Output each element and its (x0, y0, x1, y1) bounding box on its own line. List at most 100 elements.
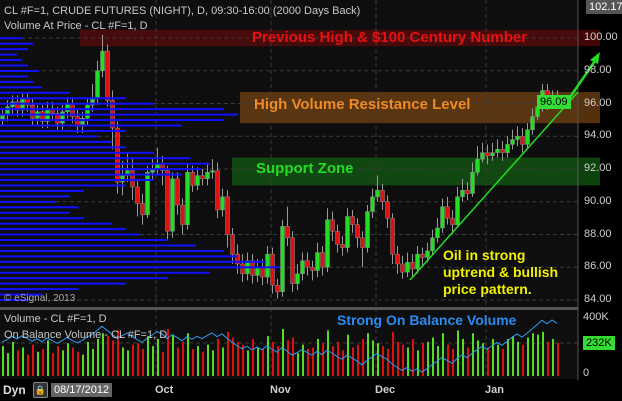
volume-profile-bar (0, 102, 154, 105)
volume-bar-down (557, 342, 559, 376)
volume-profile-bar (0, 86, 42, 89)
month-tick-label: Dec (375, 384, 396, 396)
candle-down (450, 217, 455, 225)
volume-bar-down (52, 353, 54, 376)
copyright-label: © eSignal, 2013 (4, 293, 76, 304)
volume-profile-bar (0, 266, 280, 269)
volume-bar-up (12, 341, 14, 376)
month-tick-label: Nov (270, 384, 291, 396)
volume-bar-down (467, 347, 469, 376)
price-tick-label: 90.00 (584, 194, 612, 207)
candle-down (55, 113, 60, 124)
volume-bar-up (477, 340, 479, 376)
volume-bar-down (387, 348, 389, 376)
volume-profile-bar (0, 217, 84, 220)
volume-bar-down (72, 347, 74, 376)
candle-down (225, 196, 230, 235)
volume-profile-bar (0, 124, 182, 127)
volume-bar-down (307, 348, 309, 376)
candle-down (390, 217, 395, 255)
lock-icon[interactable]: 🔒 (33, 382, 48, 398)
price-tick-label: 92.00 (584, 162, 612, 174)
candle-up (205, 172, 210, 180)
volume-bar-up (197, 346, 199, 376)
candle-up (60, 111, 65, 124)
candle-up (435, 227, 440, 239)
volume-profile-bar (0, 260, 266, 263)
month-tick-label: Oct (155, 384, 174, 396)
candle-up (475, 158, 480, 173)
candle-up (430, 237, 435, 252)
candle-down (355, 224, 360, 239)
candle-down (360, 237, 365, 248)
candle-down (350, 216, 355, 225)
volume-bar-up (327, 330, 329, 376)
price-tick-label: 84.00 (584, 293, 612, 305)
volume-bar-down (42, 348, 44, 376)
volume-profile-bar (0, 80, 34, 83)
candle-down (310, 267, 315, 271)
volume-bar-up (152, 346, 154, 376)
volume-profile-bar (0, 206, 79, 209)
volume-bar-up (97, 338, 99, 376)
candle-down (410, 262, 415, 270)
candle-down (385, 201, 390, 219)
obv-annotation: Strong On Balance Volume (337, 312, 517, 328)
candle-down (395, 253, 400, 265)
volume-profile-bar (0, 53, 17, 56)
candle-down (335, 230, 340, 245)
volume-profile-bar (0, 288, 79, 291)
volume-tick-400k: 400K (583, 311, 609, 323)
volume-bar-up (512, 336, 514, 376)
dyn-mode-button[interactable]: Dyn (3, 383, 26, 397)
volume-bar-down (292, 337, 294, 376)
candle-up (100, 50, 105, 71)
volume-bar-up (372, 340, 374, 376)
candle-up (460, 190, 465, 198)
candle-down (485, 152, 490, 157)
candle-up (530, 116, 535, 130)
volume-bar-up (22, 347, 24, 376)
volume-profile-bar (0, 249, 224, 252)
volume-bar-down (322, 343, 324, 376)
candle-up (65, 103, 70, 112)
candle-down (290, 237, 295, 284)
volume-bar-down (32, 344, 34, 376)
volume-profile-bar (0, 173, 182, 176)
volume-bar-down (177, 347, 179, 376)
volume-bar-up (427, 341, 429, 376)
volume-bar-up (207, 344, 209, 376)
volume-bar-up (542, 331, 544, 376)
volume-bar-up (457, 330, 459, 376)
arrow-head-icon (590, 52, 600, 64)
support-annotation: Support Zone (256, 160, 354, 177)
month-tick-label: Jan (485, 384, 504, 396)
candle-up (185, 172, 190, 225)
volume-profile-bar (0, 140, 112, 143)
volume-bar-up (37, 351, 39, 376)
volume-bar-down (77, 351, 79, 376)
volume-bar-up (172, 334, 174, 376)
volume-bar-down (232, 337, 234, 376)
axis-background (578, 0, 622, 380)
candle-down (465, 190, 470, 194)
volume-bar-down (252, 338, 254, 376)
volume-bar-down (227, 331, 229, 376)
last-price-tag: 96.09 (537, 95, 571, 109)
volume-bar-up (407, 347, 409, 376)
start-date-field[interactable]: 08/17/2012 (51, 383, 113, 397)
candle-up (280, 226, 285, 293)
volume-bar-up (442, 333, 444, 376)
zone-support (232, 157, 600, 186)
volume-bar-up (517, 341, 519, 376)
uptrend-annotation-line: uptrend & bullish (443, 264, 559, 280)
volume-bar-down (237, 341, 239, 376)
volume-profile-bar (0, 97, 126, 100)
volume-profile-bar (0, 146, 126, 149)
candle-up (490, 152, 495, 157)
volume-profile-bar (0, 42, 34, 45)
volume-profile-bar (0, 233, 140, 236)
candle-down (330, 219, 335, 232)
volume-profile-bar (0, 59, 23, 62)
volume-profile-bar (0, 293, 42, 296)
